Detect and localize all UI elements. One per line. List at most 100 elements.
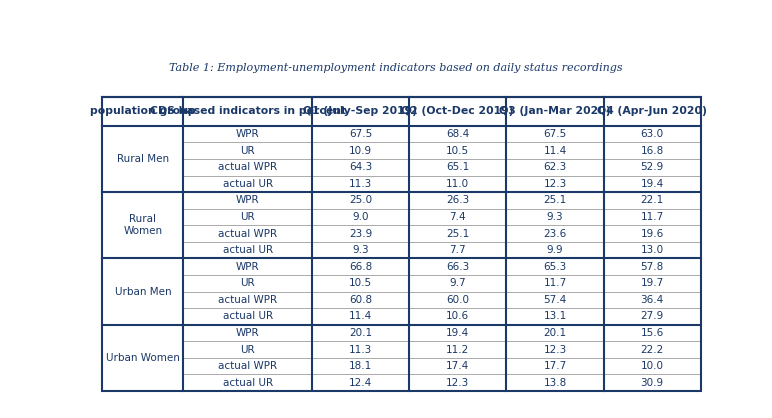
Text: 25.0: 25.0 [349, 195, 372, 205]
Text: 11.0: 11.0 [446, 179, 469, 189]
Bar [409, 97, 506, 126]
Text: WPR: WPR [235, 195, 259, 205]
Text: UR: UR [240, 278, 255, 288]
Bar [409, 308, 506, 325]
Text: 65.1: 65.1 [446, 162, 469, 172]
Bar [604, 209, 701, 225]
Text: Rural
Women: Rural Women [124, 214, 162, 236]
Bar [506, 225, 604, 242]
Text: 12.3: 12.3 [543, 344, 567, 354]
Bar [183, 176, 312, 192]
Bar [183, 258, 312, 275]
Bar [183, 97, 312, 126]
Text: 10.5: 10.5 [446, 145, 469, 155]
Text: UR: UR [240, 344, 255, 354]
Text: 25.1: 25.1 [446, 229, 469, 239]
Text: 17.4: 17.4 [446, 361, 469, 371]
Text: Table 1: Employment-unemployment indicators based on daily status recordings: Table 1: Employment-unemployment indicat… [169, 63, 622, 73]
Bar [409, 242, 506, 258]
Bar [183, 292, 312, 308]
Bar [183, 308, 312, 325]
Bar [604, 225, 701, 242]
Text: 12.3: 12.3 [446, 378, 469, 388]
Bar [604, 275, 701, 292]
Text: actual UR: actual UR [222, 311, 273, 321]
Bar [312, 358, 409, 375]
Text: 13.8: 13.8 [543, 378, 567, 388]
Bar [183, 358, 312, 375]
Bar [506, 209, 604, 225]
Bar [604, 192, 701, 209]
Text: 67.5: 67.5 [543, 129, 567, 139]
Text: 26.3: 26.3 [446, 195, 469, 205]
Bar [604, 325, 701, 341]
Text: 19.6: 19.6 [641, 229, 664, 239]
Text: 67.5: 67.5 [349, 129, 372, 139]
Bar [506, 242, 604, 258]
Text: actual UR: actual UR [222, 378, 273, 388]
Text: 10.9: 10.9 [349, 145, 372, 155]
Text: 12.3: 12.3 [543, 179, 567, 189]
Bar [506, 325, 604, 341]
Bar [183, 325, 312, 341]
Bar [604, 258, 701, 275]
Bar [409, 258, 506, 275]
Text: WPR: WPR [235, 129, 259, 139]
Text: actual WPR: actual WPR [218, 361, 277, 371]
Text: Urban Men: Urban Men [114, 287, 171, 296]
Text: 65.3: 65.3 [543, 262, 567, 272]
Text: 60.8: 60.8 [349, 295, 372, 305]
Text: 15.6: 15.6 [641, 328, 664, 338]
Bar [312, 176, 409, 192]
Bar [604, 308, 701, 325]
Bar [103, 325, 183, 391]
Text: actual WPR: actual WPR [218, 295, 277, 305]
Text: 9.3: 9.3 [547, 212, 564, 222]
Text: 19.4: 19.4 [641, 179, 664, 189]
Text: actual UR: actual UR [222, 179, 273, 189]
Bar [312, 375, 409, 391]
Text: 36.4: 36.4 [641, 295, 664, 305]
Text: 10.6: 10.6 [446, 311, 469, 321]
Text: population group: population group [90, 106, 195, 116]
Bar [409, 143, 506, 159]
Bar [409, 341, 506, 358]
Text: 11.3: 11.3 [349, 179, 372, 189]
Text: UR: UR [240, 145, 255, 155]
Bar [183, 341, 312, 358]
Text: WPR: WPR [235, 262, 259, 272]
Text: 23.9: 23.9 [349, 229, 372, 239]
Text: 25.1: 25.1 [543, 195, 567, 205]
Text: 13.0: 13.0 [641, 245, 664, 255]
Text: 57.4: 57.4 [543, 295, 567, 305]
Bar [506, 308, 604, 325]
Bar [183, 126, 312, 143]
Bar [312, 242, 409, 258]
Text: 7.7: 7.7 [449, 245, 466, 255]
Text: 11.2: 11.2 [446, 344, 469, 354]
Bar [312, 258, 409, 275]
Bar [312, 192, 409, 209]
Text: 60.0: 60.0 [446, 295, 469, 305]
Text: 11.4: 11.4 [543, 145, 567, 155]
Bar [409, 325, 506, 341]
Bar [604, 159, 701, 176]
Text: 63.0: 63.0 [641, 129, 664, 139]
Text: 68.4: 68.4 [446, 129, 469, 139]
Text: 18.1: 18.1 [349, 361, 372, 371]
Bar [312, 209, 409, 225]
Text: 9.7: 9.7 [449, 278, 466, 288]
Text: 11.4: 11.4 [349, 311, 372, 321]
Bar [604, 97, 701, 126]
Bar [604, 143, 701, 159]
Bar [604, 292, 701, 308]
Bar [409, 292, 506, 308]
Bar [506, 192, 604, 209]
Text: 9.3: 9.3 [352, 245, 369, 255]
Text: 16.8: 16.8 [641, 145, 664, 155]
Text: 13.1: 13.1 [543, 311, 567, 321]
Text: 7.4: 7.4 [449, 212, 466, 222]
Bar [506, 126, 604, 143]
Bar [183, 242, 312, 258]
Bar [409, 126, 506, 143]
